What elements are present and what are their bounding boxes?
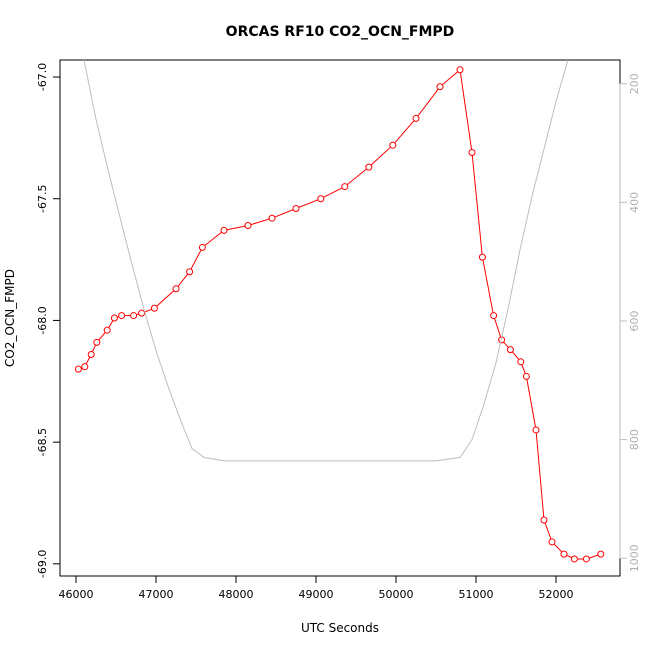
data-point	[468, 148, 476, 156]
data-point	[341, 183, 349, 191]
x-tick-label: 52000	[539, 588, 574, 601]
data-point	[198, 243, 206, 251]
data-point	[186, 268, 194, 276]
data-point	[490, 312, 498, 320]
data-point	[74, 365, 82, 373]
y-tick-label: -68.5	[36, 428, 49, 456]
x-tick-label: 50000	[379, 588, 414, 601]
data-point	[478, 253, 486, 261]
data-point	[220, 226, 228, 234]
secondary-y-tick-label: 200	[628, 73, 641, 94]
chart-title: ORCAS RF10 CO2_OCN_FMPD	[226, 24, 455, 40]
data-point	[103, 326, 111, 334]
x-tick-label: 49000	[299, 588, 334, 601]
y-tick-label: -68.0	[36, 306, 49, 334]
y-axis-label: CO2_OCN_FMPD	[3, 269, 17, 367]
data-point	[570, 555, 578, 563]
data-point	[582, 555, 590, 563]
data-point	[317, 195, 325, 203]
secondary-y-tick-label: 1000	[628, 544, 641, 572]
data-point	[560, 550, 568, 558]
data-point	[506, 346, 514, 354]
plot-area-frame	[59, 59, 621, 577]
secondary-series-line	[83, 59, 569, 462]
data-point	[522, 372, 530, 380]
data-point	[456, 66, 464, 74]
secondary-y-axis: 200 400 600 800 1000	[619, 73, 641, 572]
secondary-y-tick-label: 600	[628, 310, 641, 331]
data-point	[118, 312, 126, 320]
data-point	[292, 204, 300, 212]
y-tick-label: -67.0	[36, 63, 49, 91]
data-point	[130, 312, 138, 320]
secondary-y-tick-label: 400	[628, 192, 641, 213]
data-point	[110, 314, 118, 322]
data-point	[172, 285, 180, 293]
data-point	[81, 363, 89, 371]
data-point	[548, 538, 556, 546]
data-point	[597, 550, 605, 558]
data-point	[389, 141, 397, 149]
y-tick-label: -69.0	[36, 550, 49, 578]
series-layer	[74, 59, 605, 563]
x-tick-label: 46000	[59, 588, 94, 601]
data-point	[365, 163, 373, 171]
secondary-y-tick-label: 800	[628, 429, 641, 450]
series-line	[78, 68, 601, 560]
data-point	[138, 309, 146, 317]
data-point	[268, 214, 276, 222]
x-axis: 46000 47000 48000 49000 50000 51000 52000	[59, 575, 574, 601]
data-point	[540, 516, 548, 524]
data-point	[93, 338, 101, 346]
data-point	[244, 222, 252, 230]
data-point	[412, 114, 420, 122]
x-tick-label: 47000	[139, 588, 174, 601]
data-point	[87, 351, 95, 359]
data-point	[532, 426, 540, 434]
data-point	[517, 358, 525, 366]
y-tick-label: -67.5	[36, 185, 49, 213]
x-tick-label: 48000	[219, 588, 254, 601]
data-point	[436, 83, 444, 91]
x-axis-label: UTC Seconds	[301, 621, 379, 635]
x-tick-label: 51000	[459, 588, 494, 601]
y-axis: -67.0 -67.5 -68.0 -68.5 -69.0	[36, 63, 61, 578]
data-point	[150, 304, 158, 312]
